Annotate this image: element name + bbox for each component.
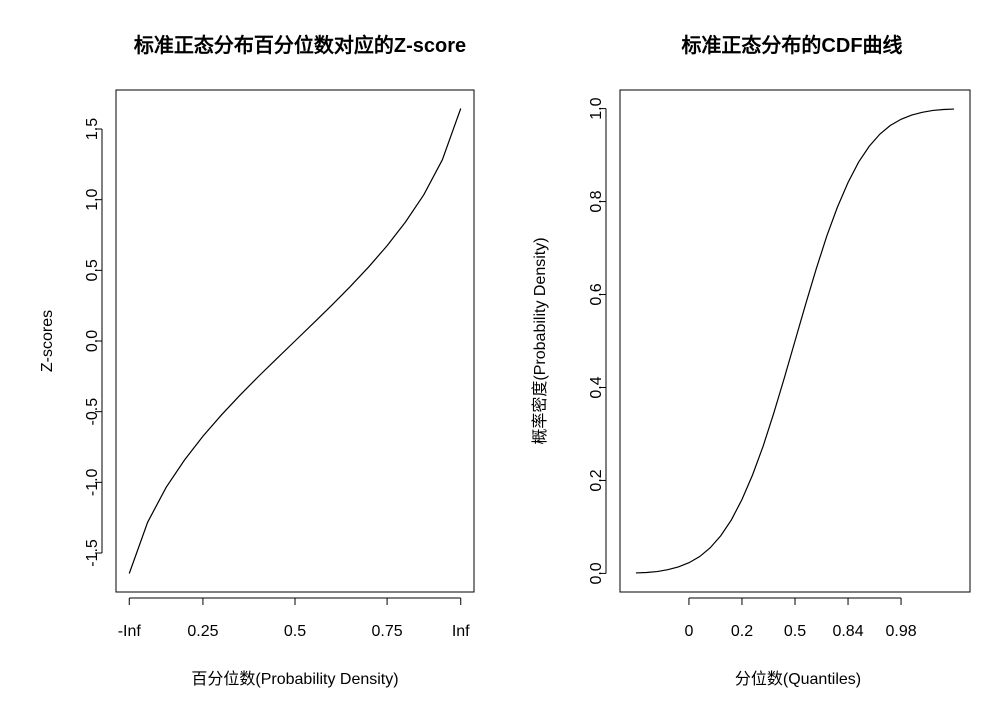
left-y-ticks: -1.5 -1.0 -0.5 0.0 0.5 1.0 1.5 bbox=[84, 118, 103, 567]
right-cdf-curve bbox=[635, 108, 955, 574]
left-x-tick-label: Inf bbox=[452, 623, 470, 640]
left-x-axis-label: 百分位数(Probability Density) bbox=[191, 670, 398, 688]
right-y-axis-label: 概率密度(Probability Density) bbox=[531, 237, 549, 444]
right-x-axis-label: 分位数(Quantiles) bbox=[735, 670, 861, 688]
right-plot-frame bbox=[619, 89, 971, 593]
left-y-tick-label: -1.0 bbox=[84, 468, 101, 496]
left-x-tick-label: 0.75 bbox=[372, 623, 403, 640]
left-y-tick-label: 0.0 bbox=[84, 330, 101, 352]
left-y-tick-label: 1.0 bbox=[84, 188, 101, 210]
right-y-tick-label: 0.6 bbox=[588, 283, 605, 305]
right-x-tick-label: 0.5 bbox=[784, 623, 806, 640]
right-x-tick-label: 0.2 bbox=[731, 623, 753, 640]
right-y-tick-label: 0.2 bbox=[588, 469, 605, 491]
right-x-ticks: 0 0.2 0.5 0.84 0.98 bbox=[684, 597, 917, 640]
left-y-tick-label: 1.5 bbox=[84, 118, 101, 140]
right-y-tick-label: 1.0 bbox=[588, 97, 605, 119]
left-x-tick-label: -Inf bbox=[118, 623, 142, 640]
left-y-axis-label: Z-scores bbox=[39, 310, 56, 372]
right-x-tick-label: 0 bbox=[684, 623, 693, 640]
right-y-tick-label: 0.8 bbox=[588, 190, 605, 212]
right-y-tick-label: 0.4 bbox=[588, 376, 605, 398]
right-y-ticks: 0.0 0.2 0.4 0.6 0.8 1.0 bbox=[588, 97, 607, 585]
left-chart-panel: 标准正态分布百分位数对应的Z-score 百分位数(Probability De… bbox=[39, 33, 475, 688]
right-chart-panel: 标准正态分布的CDF曲线 分位数(Quantiles) 概率密度(Probabi… bbox=[531, 33, 971, 688]
left-y-tick-label: -1.5 bbox=[84, 539, 101, 567]
right-chart-title: 标准正态分布的CDF曲线 bbox=[681, 33, 902, 57]
left-y-tick-label: -0.5 bbox=[84, 398, 101, 426]
left-y-tick-label: 0.5 bbox=[84, 259, 101, 281]
left-x-tick-label: 0.25 bbox=[187, 623, 218, 640]
right-y-tick-label: 0.0 bbox=[588, 562, 605, 584]
left-plot-frame bbox=[115, 89, 475, 593]
left-chart-title: 标准正态分布百分位数对应的Z-score bbox=[134, 33, 466, 57]
left-x-ticks: -Inf 0.25 0.5 0.75 Inf bbox=[118, 597, 470, 640]
left-zscore-curve bbox=[128, 108, 462, 574]
right-x-tick-label: 0.98 bbox=[885, 623, 916, 640]
right-x-tick-label: 0.84 bbox=[832, 623, 863, 640]
left-x-tick-label: 0.5 bbox=[284, 623, 306, 640]
